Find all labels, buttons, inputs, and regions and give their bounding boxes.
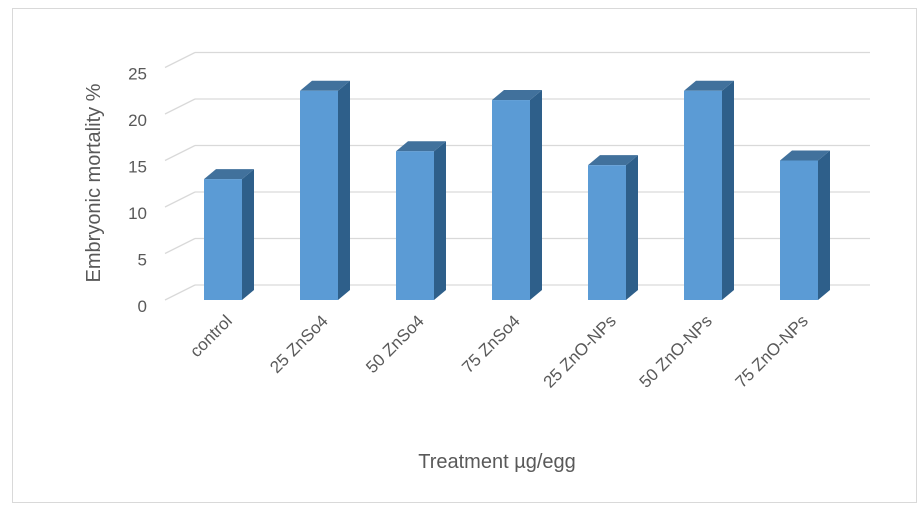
- bars: [204, 80, 830, 300]
- x-tick-label: 75 ZnSo4: [458, 311, 524, 377]
- bar-front: [204, 179, 242, 300]
- bar: [300, 80, 350, 300]
- bar-top: [204, 169, 254, 180]
- bar-side: [530, 90, 542, 300]
- y-tick-label: 5: [138, 251, 147, 270]
- y-tick-label: 20: [128, 111, 147, 130]
- bar: [588, 155, 638, 300]
- x-tick-label: 75 ZnO-NPs: [732, 311, 812, 391]
- bar: [684, 80, 734, 300]
- bar-side: [434, 141, 446, 300]
- x-axis-ticks: control 25 ZnSo4 50 ZnSo4 75 ZnSo4 25 ZnO-NP…: [186, 311, 812, 391]
- bar-front: [396, 151, 434, 300]
- y-tick-label: 15: [128, 158, 147, 177]
- bar-side: [626, 155, 638, 300]
- gridline-diagonal: [164, 51, 196, 69]
- y-axis-title: Embryonic mortality %: [83, 83, 105, 282]
- bar: [780, 150, 830, 300]
- bar-front: [300, 90, 338, 300]
- x-tick-label: 25 ZnO-NPs: [540, 311, 620, 391]
- bar-top: [588, 155, 638, 166]
- bar-side: [722, 80, 734, 300]
- x-axis-title: Treatment µg/egg: [418, 451, 576, 473]
- bar-top: [780, 150, 830, 161]
- gridline-diagonal: [164, 144, 196, 162]
- y-tick-label: 0: [138, 297, 147, 316]
- x-tick-label: control: [186, 311, 236, 361]
- y-tick-label: 25: [128, 65, 147, 84]
- bar-front: [684, 90, 722, 300]
- chart-area: [12, 8, 917, 503]
- bar: [492, 90, 542, 300]
- bar: [396, 141, 446, 300]
- x-tick-label: 50 ZnSo4: [362, 311, 428, 377]
- bar-side: [338, 80, 350, 300]
- gridline-diagonal: [164, 284, 196, 301]
- gridline-diagonal: [164, 191, 196, 208]
- bar-top: [684, 80, 734, 91]
- bar-side: [242, 169, 254, 300]
- bar-front: [780, 160, 818, 300]
- bar: [204, 169, 254, 300]
- gridline-diagonal: [164, 98, 196, 115]
- y-axis-ticks: 0 5 10 15 20 25: [128, 65, 147, 317]
- x-tick-label: 25 ZnSo4: [266, 311, 332, 377]
- y-tick-label: 10: [128, 204, 147, 223]
- bar-top: [300, 80, 350, 91]
- bar-top: [492, 90, 542, 101]
- x-tick-label: 50 ZnO-NPs: [636, 311, 716, 391]
- bar-front: [588, 165, 626, 300]
- gridline-diagonal: [164, 237, 196, 255]
- bar-top: [396, 141, 446, 152]
- bar-front: [492, 100, 530, 300]
- bar-side: [818, 150, 830, 300]
